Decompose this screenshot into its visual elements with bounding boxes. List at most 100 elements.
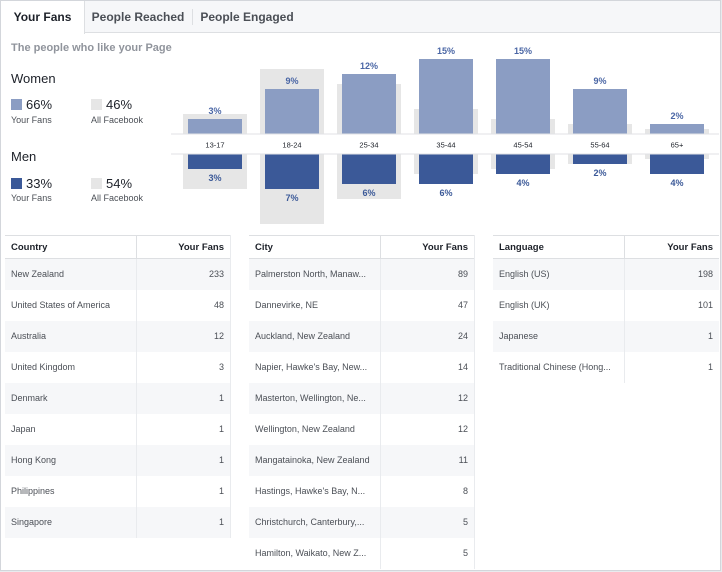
city-table: City Your Fans Palmerston North, Manaw..… <box>249 235 475 569</box>
column-divider <box>380 321 381 352</box>
column-divider <box>380 476 381 507</box>
age-axis-band <box>171 134 719 154</box>
language-row: Japanese 1 <box>493 321 719 352</box>
city-row-name: Dannevirke, NE <box>255 300 319 310</box>
city-row: Dannevirke, NE 47 <box>249 290 474 321</box>
country-table-header: Country Your Fans <box>5 235 230 259</box>
country-row: Singapore 1 <box>5 507 230 538</box>
age-tick-label: 65+ <box>671 141 684 150</box>
country-row: New Zealand 233 <box>5 259 230 290</box>
column-divider <box>624 290 625 321</box>
language-row-name: Traditional Chinese (Hong... <box>499 362 611 372</box>
column-divider <box>136 383 137 414</box>
city-row-fans: 5 <box>462 517 468 527</box>
women-bar <box>188 119 242 134</box>
country-row-fans: 1 <box>218 517 224 527</box>
column-divider <box>136 290 137 321</box>
women-bar <box>342 74 396 134</box>
country-row-name: Philippines <box>11 486 55 496</box>
men-fans-pct: 33% <box>26 176 53 191</box>
women-data-label: 15% <box>437 46 455 56</box>
column-divider <box>624 352 625 383</box>
column-divider <box>380 236 381 259</box>
column-divider <box>136 476 137 507</box>
men-data-label: 3% <box>208 173 221 183</box>
city-row-name: Wellington, New Zealand <box>255 424 355 434</box>
country-row-name: New Zealand <box>11 269 65 279</box>
city-row-fans: 47 <box>457 300 468 310</box>
men-label: Men <box>11 149 37 164</box>
tab-people-engaged[interactable]: People Engaged <box>200 10 294 24</box>
age-tick-label: 35-44 <box>436 141 455 150</box>
column-divider <box>136 236 137 259</box>
city-row: Masterton, Wellington, Ne... 12 <box>249 383 474 414</box>
country-table: Country Your Fans New Zealand 233 United S… <box>5 235 231 538</box>
column-divider <box>380 290 381 321</box>
city-row-fans: 24 <box>457 331 468 341</box>
city-row-fans: 12 <box>457 393 468 403</box>
age-gender-chart: 3% 3% 9% 7% 12% 6% 15% 6% 15% 4% 9% 2% 2% 4% 13-17 18-2… <box>171 46 719 224</box>
city-row: Mangatainoka, New Zealand 11 <box>249 445 474 476</box>
column-divider <box>380 414 381 445</box>
men-bar <box>496 154 550 174</box>
men-data-label: 4% <box>516 178 529 188</box>
men-fans-label: Your Fans <box>11 193 52 203</box>
city-row: Wellington, New Zealand 12 <box>249 414 474 445</box>
country-row-fans: 12 <box>213 331 224 341</box>
women-bar <box>650 124 704 134</box>
city-row: Auckland, New Zealand 24 <box>249 321 474 352</box>
column-divider <box>136 352 137 383</box>
language-row-name: English (US) <box>499 269 550 279</box>
country-row-name: Hong Kong <box>11 455 57 465</box>
country-column-header[interactable]: Country <box>11 242 48 253</box>
city-fans-column-header[interactable]: Your Fans <box>422 242 468 253</box>
country-row: United Kingdom 3 <box>5 352 230 383</box>
women-bar <box>265 89 319 134</box>
men-facebook-label: All Facebook <box>91 193 144 203</box>
country-row-name: Singapore <box>11 517 53 527</box>
column-divider <box>136 259 137 290</box>
country-row: Hong Kong 1 <box>5 445 230 476</box>
city-row-name: Auckland, New Zealand <box>255 331 351 341</box>
language-fans-column-header[interactable]: Your Fans <box>667 242 713 253</box>
country-fans-column-header[interactable]: Your Fans <box>178 242 224 253</box>
column-divider <box>380 507 381 538</box>
language-row-name: English (UK) <box>499 300 550 310</box>
tab-bar: Your Fans People Reached People Engaged <box>1 1 720 34</box>
tab-your-fans[interactable]: Your Fans <box>1 1 85 34</box>
city-row-fans: 11 <box>458 455 468 465</box>
city-column-header[interactable]: City <box>255 242 273 253</box>
women-facebook-label: All Facebook <box>91 115 144 125</box>
column-divider <box>136 445 137 476</box>
country-row-fans: 3 <box>218 362 224 372</box>
city-row-name: Christchurch, Canterbury,... <box>255 517 365 527</box>
city-row-name: Masterton, Wellington, Ne... <box>255 393 366 403</box>
women-fans-pct: 66% <box>26 97 53 112</box>
column-divider <box>380 538 381 569</box>
tab-people-reached[interactable]: People Reached <box>91 10 185 24</box>
language-row-fans: 101 <box>697 300 713 310</box>
language-column-header[interactable]: Language <box>499 242 544 253</box>
men-fans-swatch <box>11 178 22 189</box>
city-row: Christchurch, Canterbury,... 5 <box>249 507 474 538</box>
column-divider <box>380 259 381 290</box>
men-bar <box>419 154 473 184</box>
column-divider <box>380 445 381 476</box>
country-row-name: United Kingdom <box>11 362 76 372</box>
language-row-fans: 1 <box>707 331 713 341</box>
language-row-name: Japanese <box>499 331 539 341</box>
city-row: Palmerston North, Manaw... 89 <box>249 259 474 290</box>
age-tick-label: 25-34 <box>359 141 378 150</box>
men-bar <box>265 154 319 189</box>
country-row-fans: 48 <box>213 300 224 310</box>
women-bar <box>419 59 473 134</box>
city-row-name: Napier, Hawke's Bay, New... <box>255 362 368 372</box>
city-row: Napier, Hawke's Bay, New... 14 <box>249 352 474 383</box>
men-bar <box>188 154 242 169</box>
age-tick-label: 55-64 <box>590 141 609 150</box>
men-bar <box>342 154 396 184</box>
country-row-name: United States of America <box>11 300 111 310</box>
column-divider <box>136 321 137 352</box>
women-data-label: 9% <box>593 76 606 86</box>
men-facebook-swatch <box>91 178 102 189</box>
